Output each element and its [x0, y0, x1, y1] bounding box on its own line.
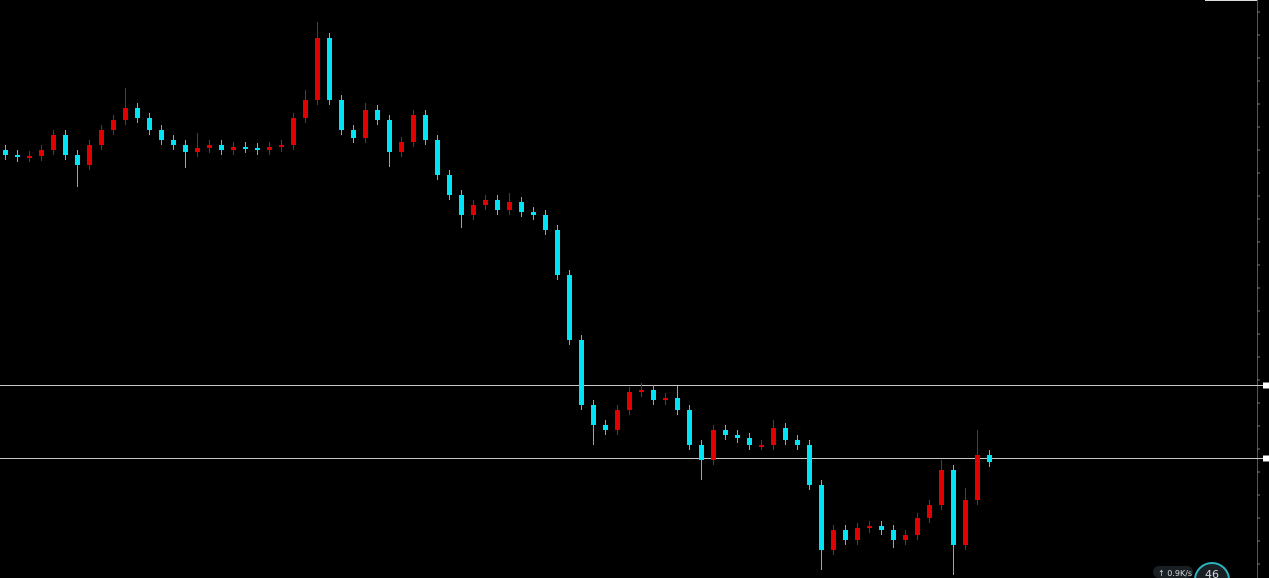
candle-body [171, 140, 176, 145]
candle-body [531, 212, 536, 215]
candle-body [867, 526, 872, 528]
candle-body [495, 200, 500, 210]
candle-body [711, 430, 716, 460]
candle-body [975, 455, 980, 500]
candle-body [459, 195, 464, 215]
candle-body [159, 130, 164, 140]
candle-body [903, 535, 908, 540]
candle-body [591, 405, 596, 425]
candle-body [483, 200, 488, 205]
candle-body [723, 430, 728, 435]
candle-body [27, 156, 32, 158]
candle-body [843, 530, 848, 540]
speed-text: ↑ 0.9K/s [1158, 569, 1192, 578]
candle-body [615, 410, 620, 430]
candle-body [291, 118, 296, 145]
candle-body [927, 505, 932, 518]
candle-body [411, 115, 416, 142]
candle-body [363, 110, 368, 138]
price-level-tag [1263, 382, 1269, 389]
price-axis-ticks [1257, 11, 1260, 565]
candle-body [807, 445, 812, 485]
candle-body [507, 202, 512, 210]
candle-body [735, 435, 740, 438]
candle-body [75, 155, 80, 165]
candle-body [147, 118, 152, 130]
candle-body [771, 428, 776, 445]
candle-body [243, 147, 248, 149]
candle-body [795, 440, 800, 445]
candle-body [99, 130, 104, 145]
candle-body [567, 275, 572, 340]
speed-pill [1153, 566, 1193, 578]
candle-body [987, 455, 992, 462]
candle-body [387, 120, 392, 152]
candle-body [519, 202, 524, 212]
candle-body [399, 142, 404, 152]
candle-body [891, 530, 896, 540]
candle-body [15, 155, 20, 157]
candle-body [3, 150, 8, 155]
candle-body [339, 100, 344, 130]
candle-body [267, 147, 272, 150]
candle-body [819, 485, 824, 550]
candle-body [279, 145, 284, 147]
candle-body [123, 108, 128, 120]
candle-body [315, 38, 320, 100]
candle-body [51, 135, 56, 150]
candle-body [627, 392, 632, 410]
candle-body [651, 390, 656, 400]
candle-body [135, 108, 140, 118]
badge-circle [1194, 562, 1230, 578]
candle-body [63, 135, 68, 155]
candle-body [639, 390, 644, 392]
candle-body [195, 148, 200, 152]
candle-body [831, 530, 836, 550]
plot-area [0, 22, 1269, 575]
candle-body [603, 425, 608, 430]
candle-body [471, 205, 476, 215]
candle-body [219, 145, 224, 150]
candle-body [207, 145, 212, 148]
candle-body [783, 428, 788, 440]
candle-body [687, 410, 692, 445]
candle-body [423, 115, 428, 140]
candle-body [663, 398, 668, 400]
candle-body [855, 528, 860, 540]
candle-body [915, 518, 920, 535]
candle-body [255, 148, 260, 150]
candle-body [879, 526, 884, 530]
candle-body [375, 110, 380, 120]
candle-body [231, 147, 236, 150]
candle-body [579, 340, 584, 405]
candle-body [351, 130, 356, 138]
candle-body [759, 445, 764, 447]
price-level-tag [1263, 455, 1269, 462]
candle-body [327, 38, 332, 100]
candle-body [435, 140, 440, 175]
candle-body [87, 145, 92, 165]
candle-body [963, 500, 968, 545]
candle-body [447, 175, 452, 195]
candle-body [39, 150, 44, 156]
candle-body [543, 215, 548, 230]
candle-body [183, 145, 188, 152]
candle-body [951, 470, 956, 545]
candle-body [303, 100, 308, 118]
candle-body [939, 470, 944, 505]
candle-body [555, 230, 560, 275]
badge-number: 46 [1205, 568, 1219, 578]
network-widget: ↑ 0.9K/s 46 [1153, 562, 1230, 578]
candle-body [111, 120, 116, 130]
candle-body [699, 445, 704, 460]
candle-body [747, 438, 752, 445]
candle-body [675, 398, 680, 410]
